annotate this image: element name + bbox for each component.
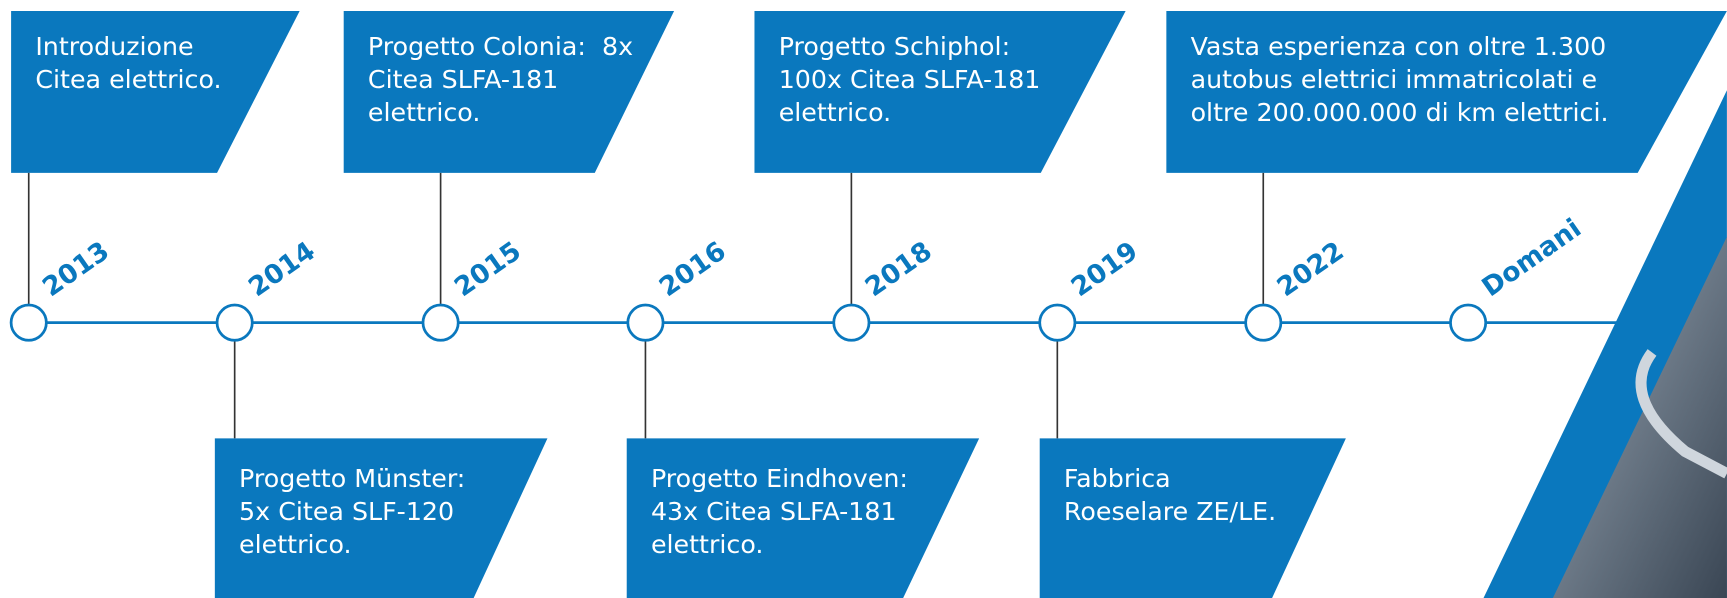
- year-label: 2022: [1272, 236, 1350, 304]
- year-label: 2013: [37, 236, 115, 304]
- year-label: Domani: [1476, 213, 1587, 303]
- text-line: Progetto Schiphol:: [779, 31, 1010, 61]
- node: [628, 305, 663, 340]
- year-label: 2014: [243, 236, 321, 304]
- node: [217, 305, 252, 340]
- node: [834, 305, 869, 340]
- text-line: 100x Citea SLFA-181: [779, 64, 1041, 94]
- node: [1450, 305, 1485, 340]
- text-line: Progetto Münster:: [239, 463, 465, 493]
- text-line: Progetto Eindhoven:: [651, 463, 908, 493]
- text-line: autobus elettrici immatricolati e: [1191, 64, 1598, 94]
- text-line: Vasta esperienza con oltre 1.300: [1191, 31, 1607, 61]
- text-line: elettrico.: [779, 97, 891, 127]
- page: IntroduzioneCitea elettrico. Progetto Mün…: [0, 0, 1727, 598]
- text-line: Fabbrica: [1064, 463, 1171, 493]
- node: [423, 305, 458, 340]
- text-line: Introduzione: [35, 31, 193, 61]
- node: [11, 305, 46, 340]
- text-line: 5x Citea SLF-120: [239, 496, 454, 526]
- node: [1246, 305, 1281, 340]
- timeline: IntroduzioneCitea elettrico. Progetto Mün…: [0, 0, 1727, 598]
- text-line: elettrico.: [239, 529, 351, 559]
- text-line: Progetto Colonia: 8x: [368, 31, 633, 61]
- year-label: 2016: [654, 236, 732, 304]
- text-line: elettrico.: [651, 529, 763, 559]
- year-label: 2018: [860, 236, 938, 304]
- year-label: 2019: [1066, 236, 1144, 304]
- text-line: Citea elettrico.: [35, 64, 221, 94]
- text-line: Citea SLFA-181: [368, 64, 558, 94]
- text-line: elettrico.: [368, 97, 480, 127]
- node: [1040, 305, 1075, 340]
- text-line: 43x Citea SLFA-181: [651, 496, 897, 526]
- text-line: oltre 200.000.000 di km elettrici.: [1191, 97, 1609, 127]
- text-line: Roeselare ZE/LE.: [1064, 496, 1276, 526]
- year-label: 2015: [449, 236, 527, 304]
